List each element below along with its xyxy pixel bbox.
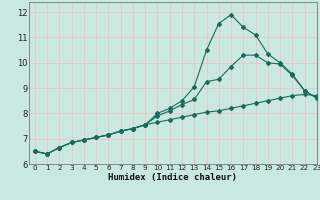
X-axis label: Humidex (Indice chaleur): Humidex (Indice chaleur) <box>108 173 237 182</box>
